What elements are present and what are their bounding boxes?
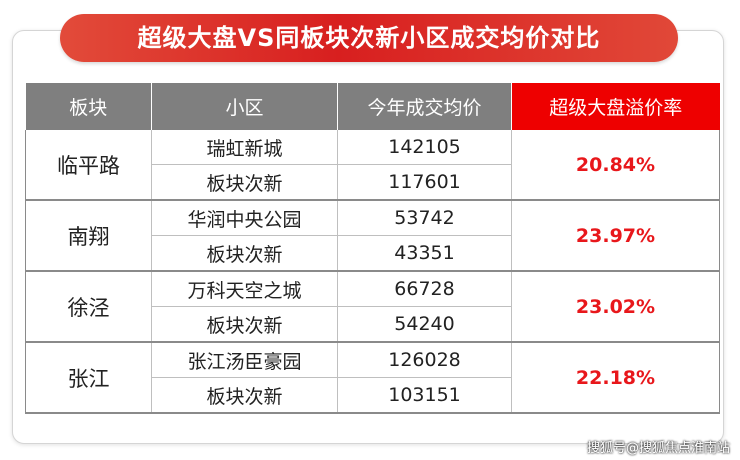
premium-rate-cell: 20.84%	[511, 130, 720, 201]
price-cell: 126028	[337, 342, 512, 378]
price-cell: 43351	[337, 235, 512, 272]
price-cell: 117601	[337, 164, 512, 201]
premium-rate-cell: 22.18%	[511, 342, 720, 414]
header-row: 板块 小区 今年成交均价 超级大盘溢价率	[25, 83, 720, 130]
header-community: 小区	[151, 83, 338, 130]
community-cell: 张江汤臣豪园	[151, 342, 338, 378]
table-row: 板块次新 43351	[26, 235, 720, 272]
premium-rate-cell: 23.02%	[511, 271, 720, 343]
table-row: 板块次新 117601	[26, 164, 720, 201]
price-cell: 142105	[337, 130, 512, 165]
header-premium-rate: 超级大盘溢价率	[511, 83, 720, 130]
header-district: 板块	[25, 83, 152, 130]
community-cell: 万科天空之城	[151, 271, 338, 307]
table-row: 板块次新 103151	[26, 377, 720, 414]
table-row: 南翔 华润中央公园 53742 23.97%	[25, 200, 720, 272]
community-cell: 板块次新	[151, 377, 338, 414]
district-cell: 张江	[25, 342, 152, 414]
table-row: 张江 张江汤臣豪园 126028 22.18%	[25, 342, 720, 414]
community-cell: 板块次新	[151, 164, 338, 201]
header-avg-price: 今年成交均价	[337, 83, 512, 130]
watermark-text: 搜狐号@搜狐焦点淮南站	[586, 441, 730, 456]
district-cell: 徐泾	[25, 271, 152, 343]
district-cell: 南翔	[25, 200, 152, 272]
community-cell: 华润中央公园	[151, 200, 338, 236]
chart-title: 超级大盘VS同板块次新小区成交均价对比	[60, 14, 678, 62]
community-cell: 板块次新	[151, 306, 338, 343]
price-cell: 66728	[337, 271, 512, 307]
table-row: 徐泾 万科天空之城 66728 23.02%	[25, 271, 720, 343]
price-cell: 103151	[337, 377, 512, 414]
table-row: 板块次新 54240	[26, 306, 720, 343]
community-cell: 板块次新	[151, 235, 338, 272]
district-cell: 临平路	[25, 130, 152, 201]
table-row: 临平路 瑞虹新城 142105 20.84%	[25, 130, 720, 201]
community-cell: 瑞虹新城	[151, 130, 338, 165]
premium-rate-cell: 23.97%	[511, 200, 720, 272]
price-cell: 54240	[337, 306, 512, 343]
comparison-table: 板块 小区 今年成交均价 超级大盘溢价率 临平路 瑞虹新城 142105 20.…	[25, 83, 720, 414]
price-cell: 53742	[337, 200, 512, 236]
